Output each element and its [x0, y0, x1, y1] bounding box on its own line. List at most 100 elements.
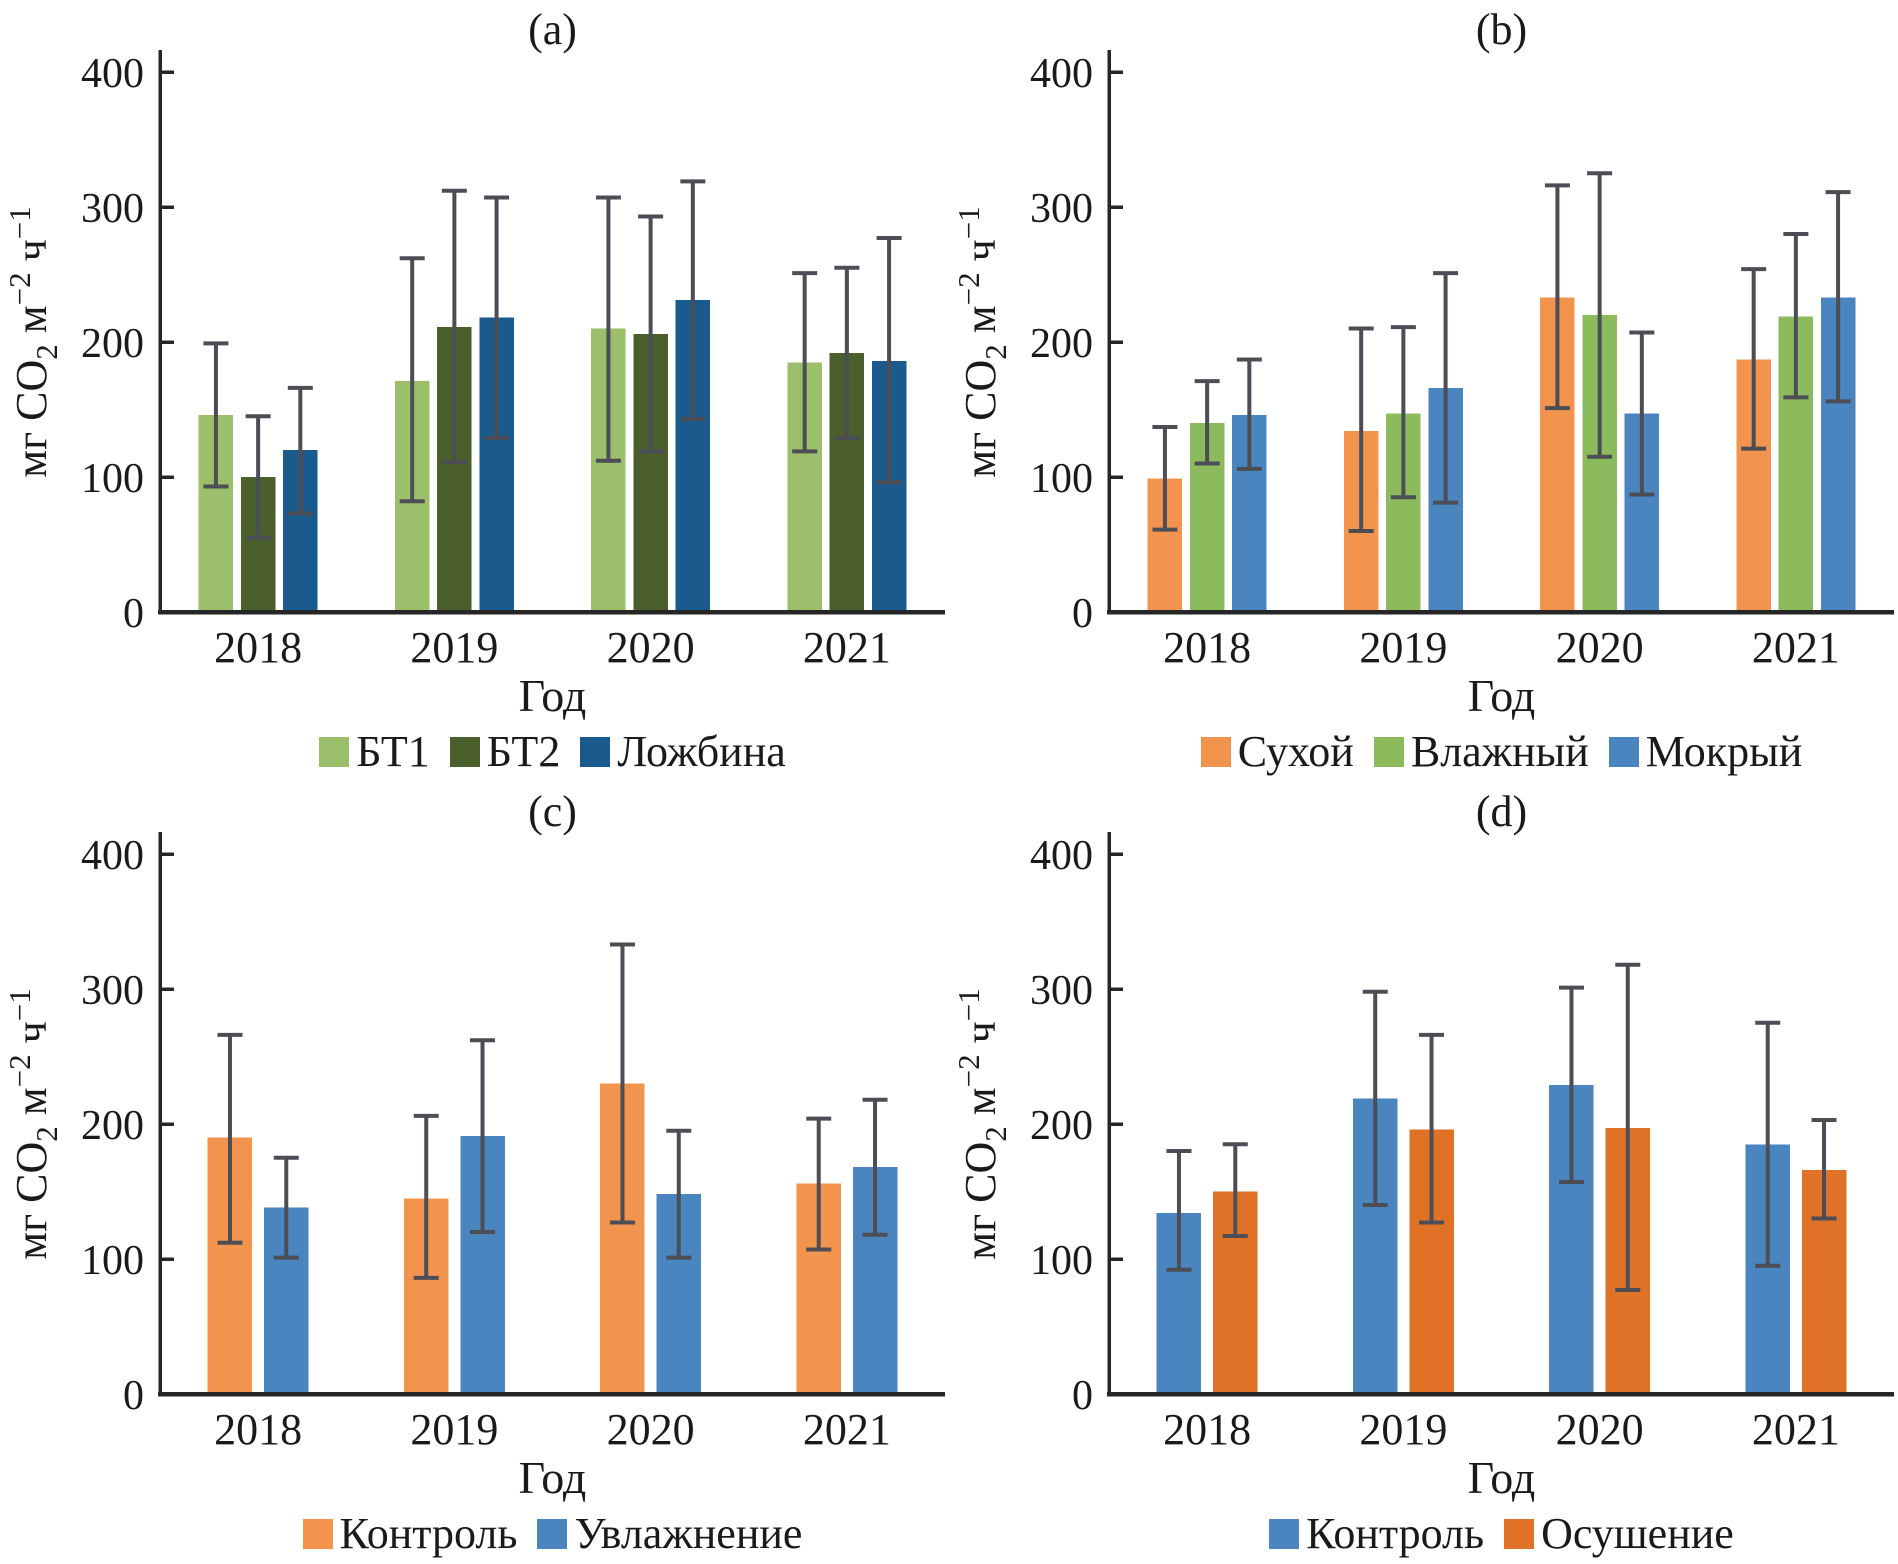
y-tick-label-200: 200: [81, 1103, 144, 1149]
error-bar-БТ2-2019: [441, 188, 467, 465]
legend-label: Увлажнение: [574, 1509, 803, 1558]
legend-item-Контроль: Контроль: [302, 1509, 518, 1558]
chart-title: (d): [1476, 787, 1527, 836]
legend-item-Мокрый: Мокрый: [1608, 727, 1803, 776]
legend-item-БТ1: БТ1: [319, 730, 430, 774]
legend-swatch-icon: [1373, 737, 1404, 767]
error-bar-Влажный-2020: [1587, 171, 1613, 459]
y-tick-label-400: 400: [81, 833, 144, 879]
legend-label: Контроль: [339, 1509, 518, 1558]
x-tick-label-2021: 2021: [803, 1405, 891, 1454]
x-axis-label: Год: [519, 670, 587, 721]
y-tick-label-200: 200: [1030, 321, 1093, 367]
y-tick-label-300: 300: [1030, 968, 1093, 1014]
legend-label: Ложбина: [617, 727, 786, 776]
y-tick-label-100: 100: [1030, 456, 1093, 502]
legend-item-Увлажнение: Увлажнение: [537, 1512, 802, 1556]
y-axis-label: мг CO2 м−2 ч−1: [951, 206, 1013, 477]
error-bar-Сухой-2019: [1348, 326, 1374, 533]
x-tick-label-2018: 2018: [214, 623, 302, 672]
x-tick-label-2020: 2020: [1556, 1405, 1644, 1454]
y-axis-label: мг CO2 м−2 ч−1: [2, 988, 64, 1259]
error-bar-Осушение-2019: [1419, 1032, 1445, 1225]
legend-swatch-icon: [537, 1519, 568, 1549]
y-tick-label-300: 300: [1030, 186, 1093, 232]
legend-item-Влажный: Влажный: [1373, 730, 1589, 774]
legend-label: БТ2: [486, 727, 561, 776]
error-bar-Сухой-2020: [1544, 183, 1570, 411]
x-tick-label-2019: 2019: [410, 1405, 498, 1454]
legend-swatch-icon: [302, 1519, 333, 1549]
error-bar-Сухой-2018: [1152, 425, 1178, 532]
error-bar-Ложбина-2019: [484, 195, 510, 440]
y-tick-label-0: 0: [1072, 591, 1093, 637]
x-tick-label-2018: 2018: [1163, 1405, 1251, 1454]
legend-swatch-icon: [1504, 1519, 1535, 1549]
y-tick-label-200: 200: [81, 321, 144, 367]
error-bar-Мокрый-2018: [1236, 357, 1262, 471]
x-tick-label-2020: 2020: [607, 623, 695, 672]
svg-text:мг CO2 м−2 ч−1: мг CO2 м−2 ч−1: [951, 206, 1013, 477]
error-bar-БТ2-2020: [638, 214, 664, 454]
svg-text:мг CO2 м−2 ч−1: мг CO2 м−2 ч−1: [2, 988, 64, 1259]
error-bar-Влажный-2019: [1390, 325, 1416, 500]
error-bar-Увлажнение-2021: [862, 1097, 888, 1237]
x-tick-label-2020: 2020: [1556, 623, 1644, 672]
error-bar-БТ1-2019: [399, 256, 425, 504]
x-tick-label-2020: 2020: [607, 1405, 695, 1454]
y-tick-label-300: 300: [81, 968, 144, 1014]
chart-b: (b) 2018 2019 2020 2021 0 100 200 300 400 мг CO2 м…: [951, 5, 1894, 721]
error-bar-Осушение-2021: [1811, 1117, 1837, 1221]
chart-title: (b): [1476, 5, 1527, 54]
svg-text:мг CO2 м−2 ч−1: мг CO2 м−2 ч−1: [951, 988, 1013, 1259]
legend-item-Ложбина: Ложбина: [580, 727, 786, 776]
y-tick-label-400: 400: [1030, 51, 1093, 97]
legend-label: Сухой: [1237, 727, 1354, 776]
error-bar-БТ1-2021: [792, 271, 818, 454]
legend-swatch-icon: [1608, 737, 1639, 767]
x-axis-label: Год: [1468, 1452, 1536, 1503]
legend-item-БТ2: БТ2: [449, 727, 561, 776]
y-tick-label-400: 400: [81, 51, 144, 97]
x-axis-label: Год: [519, 1452, 587, 1503]
legend-item-Осушение: Осушение: [1504, 1512, 1734, 1556]
chart-title: (c): [528, 787, 577, 836]
error-bar-Сухой-2021: [1741, 267, 1767, 451]
legend-a: БТ1 БТ2 Ложбина: [160, 722, 945, 782]
y-tick-label-400: 400: [1030, 833, 1093, 879]
y-tick-label-0: 0: [1072, 1373, 1093, 1419]
chart-d: (d) 2018 2019 2020 2021 0 100 200 300 400 мг CO2 м…: [951, 787, 1894, 1503]
chart-c: (c) 2018 2019 2020 2021 0 100 200 300 400 мг CO2 м…: [2, 787, 945, 1503]
error-bar-Контроль-2018: [217, 1032, 243, 1245]
error-bar-Увлажнение-2018: [273, 1155, 299, 1260]
x-axis-label: Год: [1468, 670, 1536, 721]
legend-swatch-icon: [319, 737, 350, 767]
legend-b: Сухой Влажный Мокрый: [1109, 722, 1894, 782]
error-bar-Контроль-2018: [1166, 1149, 1192, 1272]
x-tick-label-2018: 2018: [1163, 623, 1251, 672]
error-bar-Ложбина-2021: [876, 236, 902, 485]
error-bar-БТ2-2021: [834, 265, 860, 440]
error-bar-Влажный-2021: [1783, 232, 1809, 400]
legend-label: Мокрый: [1645, 727, 1803, 776]
y-tick-label-300: 300: [81, 186, 144, 232]
x-tick-label-2019: 2019: [1359, 623, 1447, 672]
y-tick-label-100: 100: [81, 1238, 144, 1284]
error-bar-Осушение-2018: [1222, 1142, 1248, 1239]
x-tick-label-2021: 2021: [803, 623, 891, 672]
x-tick-label-2019: 2019: [1359, 1405, 1447, 1454]
y-tick-label-0: 0: [123, 591, 144, 637]
x-tick-label-2021: 2021: [1752, 1405, 1840, 1454]
error-bar-Ложбина-2020: [680, 179, 706, 421]
error-bar-Мокрый-2021: [1825, 190, 1851, 404]
error-bar-Увлажнение-2020: [666, 1128, 692, 1260]
y-tick-label-0: 0: [123, 1373, 144, 1419]
legend-swatch-icon: [1269, 1519, 1300, 1549]
error-bar-Контроль-2019: [1362, 989, 1388, 1207]
legend-label: БТ1: [356, 727, 430, 776]
error-bar-Влажный-2018: [1194, 379, 1220, 466]
legend-swatch-icon: [1200, 737, 1231, 767]
chart-a: (a) 2018 2019 2020 2021 0 100 200 300 400 мг CO2 м…: [2, 5, 945, 721]
error-bar-Контроль-2021: [1755, 1020, 1781, 1268]
error-bar-Контроль-2020: [1558, 985, 1584, 1185]
